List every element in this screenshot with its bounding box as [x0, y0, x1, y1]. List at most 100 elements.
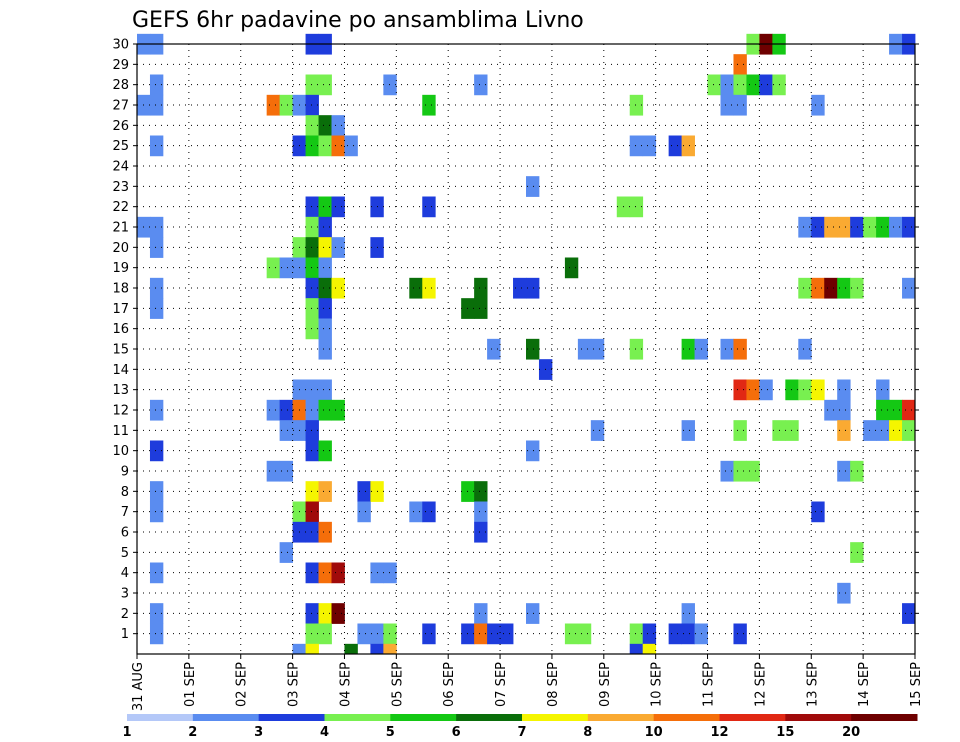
heatmap-cell: [266, 94, 281, 116]
x-tick-label: 07 SEP: [494, 662, 509, 707]
y-tick-label: 4: [121, 566, 129, 581]
heatmap-cell: [564, 257, 579, 279]
colorbar-swatch: [390, 714, 457, 721]
heatmap-cell: [318, 277, 332, 299]
heatmap-cell: [837, 460, 851, 482]
heatmap-cell: [149, 94, 164, 116]
heatmap-cell: [305, 135, 319, 157]
colorbar-swatch: [785, 714, 852, 721]
y-tick-label: 13: [112, 383, 129, 398]
heatmap-cell: [526, 440, 540, 462]
heatmap-cell: [902, 216, 916, 238]
heatmap-cell: [149, 603, 164, 624]
heatmap-cell: [824, 216, 838, 238]
heatmap-cell: [149, 623, 164, 645]
y-tick-label: 23: [112, 180, 129, 195]
heatmap-cell: [149, 74, 164, 96]
heatmap-cell: [305, 74, 319, 96]
heatmap-cell: [902, 603, 916, 624]
heatmap-cell: [720, 94, 734, 116]
heatmap-cell: [564, 623, 579, 645]
colorbar-swatch: [456, 714, 523, 721]
heatmap-cell: [305, 318, 319, 340]
heatmap-cell: [305, 196, 319, 218]
colorbar-swatch: [127, 714, 194, 721]
heatmap-cell: [837, 582, 851, 604]
heatmap-cell: [474, 481, 488, 502]
heatmap-cell: [331, 115, 345, 136]
heatmap-cell: [474, 623, 488, 645]
heatmap-cell: [149, 562, 164, 584]
heatmap-cell: [318, 399, 332, 421]
y-tick-label: 12: [112, 404, 129, 419]
heatmap-cell: [785, 379, 799, 401]
heatmap-cell: [733, 94, 747, 116]
heatmap-cell: [629, 338, 644, 360]
x-tick-label: 14 SEP: [857, 662, 872, 707]
heatmap-cell: [305, 420, 319, 441]
heatmap-cell: [837, 277, 851, 299]
heatmap-cell: [642, 643, 657, 655]
x-axis: 31 AUG 01 SEP 02 SEP 03 SEP 04 SEP 05 SEP 06 S…: [131, 654, 924, 711]
heatmap-cell: [331, 277, 345, 299]
heatmap-cell: [668, 135, 682, 157]
heatmap-cell: [474, 298, 488, 319]
heatmap-cell: [305, 298, 319, 319]
heatmap-cell: [305, 237, 319, 258]
y-tick-label: 29: [112, 58, 129, 73]
x-tick-label: 11 SEP: [702, 662, 717, 707]
heatmap-cell: [305, 643, 319, 655]
heatmap-cell: [798, 216, 812, 238]
heatmap-cell: [474, 74, 488, 96]
x-tick-label: 15 SEP: [909, 662, 924, 707]
heatmap-cell: [422, 623, 436, 645]
colorbar-swatch: [719, 714, 786, 721]
heatmap-cell: [798, 379, 812, 401]
colorbar-swatch: [851, 714, 918, 721]
heatmap-cell: [318, 379, 332, 401]
heatmap-cell: [837, 216, 851, 238]
colorbar-swatch: [587, 714, 655, 721]
heatmap-cell: [474, 277, 488, 299]
heatmap-cell: [889, 216, 903, 238]
heatmap-cell: [759, 379, 773, 401]
heatmap-cell: [577, 338, 592, 360]
heatmap-cell: [305, 94, 319, 116]
heatmap-cell: [305, 501, 319, 523]
y-tick-label: 15: [112, 343, 129, 358]
heatmap-cell: [305, 603, 319, 624]
y-tick-label: 20: [112, 241, 129, 256]
y-tick-label: 19: [112, 261, 129, 276]
colorbar-label: 2: [188, 725, 197, 740]
heatmap-cell: [331, 135, 345, 157]
x-tick-label: 05 SEP: [390, 662, 405, 707]
heatmap-cell: [811, 501, 825, 523]
heatmap-cell: [746, 379, 760, 401]
heatmap-cell: [305, 115, 319, 136]
heatmap-cell: [642, 135, 657, 157]
heatmap-cell: [318, 338, 332, 360]
heatmap-cell: [720, 74, 734, 96]
heatmap-cell: [837, 399, 851, 421]
x-tick-label: 03 SEP: [287, 662, 302, 707]
y-tick-label: 28: [112, 78, 129, 93]
heatmap-cell: [850, 542, 864, 563]
heatmap-cell: [305, 440, 319, 462]
heatmap-cell: [733, 623, 747, 645]
colorbar-label: 3: [254, 725, 263, 740]
heatmap-cell: [824, 399, 838, 421]
heatmap-cell: [526, 338, 540, 360]
heatmap-cell: [733, 74, 747, 96]
heatmap-cell: [902, 399, 916, 421]
heatmap-cell: [577, 623, 592, 645]
heatmap-cell: [681, 420, 695, 441]
heatmap-cell: [889, 399, 903, 421]
x-tick-label: 04 SEP: [338, 662, 353, 707]
colorbar-label: 7: [517, 725, 526, 740]
heatmap-cell: [811, 379, 825, 401]
heatmap-cell: [292, 643, 306, 655]
heatmap-cell: [902, 277, 916, 299]
heatmap-cell: [318, 135, 332, 157]
heatmap-cell: [590, 338, 605, 360]
y-tick-label: 30: [112, 38, 129, 53]
